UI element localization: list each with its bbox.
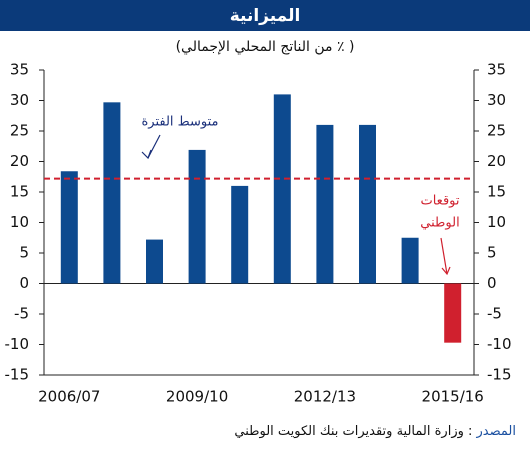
- y-tick-label: -10: [5, 335, 30, 353]
- y-tick-label: -5: [14, 305, 29, 323]
- y-tick-label: 15: [10, 183, 29, 201]
- bar: [231, 185, 249, 284]
- bar: [103, 102, 121, 284]
- y-tick-label: 20: [487, 152, 506, 170]
- forecast-label: توقعات: [420, 194, 459, 209]
- bar: [188, 149, 206, 284]
- y-tick-label: 15: [487, 183, 506, 201]
- x-tick-label: 2012/13: [294, 388, 356, 406]
- bar: [316, 124, 334, 284]
- y-tick-label: 35: [487, 61, 506, 79]
- bar: [359, 124, 376, 284]
- forecast-arrow: [440, 237, 448, 275]
- y-tick-label: -5: [487, 305, 502, 323]
- y-tick-label: 30: [487, 91, 506, 109]
- average-arrowhead: [141, 149, 152, 160]
- y-tick-label: 30: [10, 91, 29, 109]
- source-text: : وزارة المالية وتقديرات بنك الكويت الوط…: [234, 424, 473, 439]
- y-tick-label: -15: [487, 366, 512, 384]
- y-tick-label: -15: [5, 366, 30, 384]
- y-tick-label: 10: [487, 213, 506, 231]
- bar: [146, 239, 163, 284]
- title-band: [0, 0, 530, 31]
- bar: [444, 283, 462, 343]
- chart-subtitle: ( ٪ من الناتج المحلي الإجمالي): [176, 39, 355, 55]
- x-tick-label: 2015/16: [422, 388, 484, 406]
- y-tick-label: 20: [10, 152, 29, 170]
- y-tick-label: 25: [487, 122, 506, 140]
- x-tick-label: 2006/07: [38, 388, 100, 406]
- average-label: متوسط الفترة: [141, 115, 218, 130]
- y-tick-label: 35: [10, 61, 29, 79]
- forecast-arrowhead: [441, 266, 451, 276]
- y-tick-label: 25: [10, 122, 29, 140]
- y-tick-label: 5: [19, 244, 29, 262]
- chart-title: الميزانية: [230, 6, 301, 26]
- chart: الميزانية ( ٪ من الناتج المحلي الإجمالي)…: [0, 0, 530, 406]
- forecast-label: الوطني: [420, 216, 459, 231]
- y-tick-label: -10: [487, 335, 512, 353]
- bar: [401, 237, 419, 284]
- source-label: المصدر: [476, 424, 516, 439]
- bar: [60, 171, 78, 284]
- y-tick-label: 10: [10, 213, 29, 231]
- bar: [273, 94, 291, 284]
- y-tick-label: 0: [19, 274, 29, 292]
- y-tick-label: 0: [487, 274, 497, 292]
- x-tick-label: 2009/10: [166, 388, 228, 406]
- source: المصدر : وزارة المالية وتقديرات بنك الكو…: [234, 424, 516, 439]
- y-tick-label: 5: [487, 244, 497, 262]
